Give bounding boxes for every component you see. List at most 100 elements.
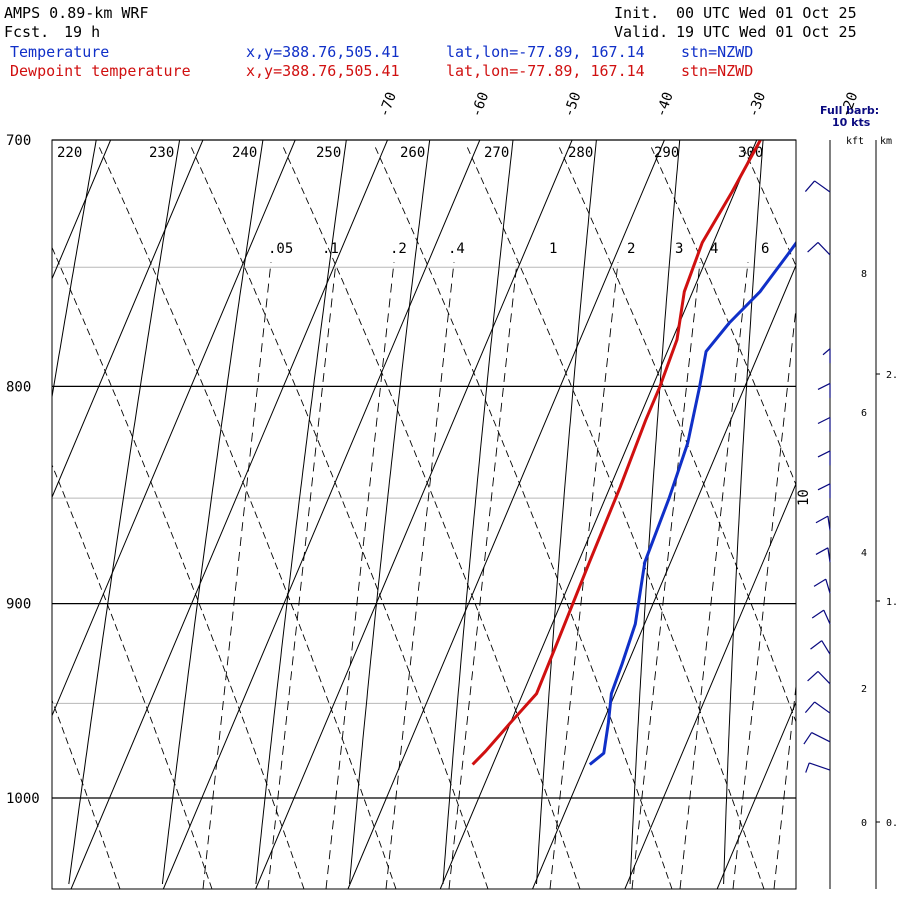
dry-adiabat-line [68,140,181,885]
isotherm-line [716,701,796,889]
wind-barb [804,180,831,193]
mixing-ratio-label: .2 [390,241,407,257]
wind-barb [813,578,831,594]
wind-barbs [803,180,831,773]
mixing-ratio-label: .4 [448,241,465,257]
kft-tick-0: 0 [861,818,867,829]
barb-key-line1: Full barb: [820,104,879,117]
wind-barb [815,547,831,563]
height-axis-kft-label: kft [846,136,864,147]
height-axis-km-label: km [880,136,892,147]
moist-adiabat-line [557,144,796,724]
isotherm-line [52,140,296,717]
mixing-ratio-line [385,261,455,889]
moist-adiabat-line [649,144,796,486]
isotherm-line [0,140,18,889]
legend-temperature-xy: x,y=388.76,505.41 [246,43,400,61]
dry-adiabat-label: 240 [232,145,257,161]
dry-adiabat-labels: 220 230 240 250 260 270 280 290 300 [57,145,763,161]
mixing-ratio-line [631,261,701,889]
moist-adiabat-line [52,463,213,889]
valid-time: 19 UTC Wed 01 Oct 25 [676,23,857,41]
dry-adiabat-line [442,140,514,885]
moist-adiabat-line [52,699,121,889]
mixing-ratio-label: 3 [675,241,683,257]
wind-barb [815,515,831,531]
pressure-label: 700 [6,133,31,149]
profile-series [471,140,796,766]
moist-adiabat-line [189,144,489,889]
model-title: AMPS 0.89-km WRF [4,4,149,22]
wind-barb [822,348,831,364]
isotherm-line [52,140,112,280]
isotherm-label: -60 [469,90,493,119]
legend-dewpoint-latlon: lat,lon=-77.89, 167.14 [446,62,645,80]
isotherm-line [70,140,388,889]
moist-adiabat-line [0,145,28,889]
mixing-ratio-line [679,261,749,889]
legend-temperature-latlon: lat,lon=-77.89, 167.14 [446,43,645,61]
moist-adiabat-line [52,246,305,889]
dry-adiabat-label: 280 [568,145,593,161]
km-tick-2: 2. [886,370,898,381]
init-label: Init. [614,4,659,22]
dry-adiabat-label: 230 [149,145,174,161]
legend-dewpoint-name: Dewpoint temperature [10,62,191,80]
moist-adiabat-line [281,144,581,889]
wind-barb [807,242,831,256]
pressure-label: 1000 [6,791,40,807]
dry-adiabat-line [161,140,264,885]
isotherm-line [532,264,796,889]
mixing-ratio-label: .05 [268,241,293,257]
isotherm-line [347,140,665,889]
background-lines [0,140,900,889]
mixing-ratio-line [773,681,796,889]
legend-temperature-name: Temperature [10,43,109,61]
km-tick-1: 1. [886,597,898,608]
dry-adiabat-line [349,140,431,885]
legend-dewpoint-station: stn=NZWD [681,62,753,80]
mixing-ratio-line [448,261,518,889]
mixing-ratio-line [325,261,395,889]
theta-e-label: 10 [796,489,812,506]
wind-barb [810,640,831,655]
isotherm-line [439,140,758,889]
wind-barb [811,609,831,625]
wind-barb [807,670,831,685]
wind-barb [817,450,831,466]
isotherm-line [255,140,573,889]
kft-tick-6: 6 [861,408,867,419]
mixing-ratio-label: 1 [549,241,557,257]
isotherm-label: -30 [745,90,769,119]
kft-tick-4: 4 [861,548,867,559]
mixing-ratio-label: 2 [627,241,635,257]
wind-barb [805,762,831,773]
dry-adiabat-label: 260 [400,145,425,161]
isotherm-label: -50 [561,90,585,119]
dry-adiabat-line [536,140,597,885]
legend-temperature-station: stn=NZWD [681,43,753,61]
wind-barb [803,732,831,745]
wind-barb [804,701,831,714]
forecast-hour-label: Fcst. [4,23,49,41]
series-line [471,140,762,766]
isotherm-label: -40 [653,90,677,119]
plot-frame [51,139,797,890]
km-tick-0: 0. [886,818,898,829]
dry-adiabat-line [723,140,764,885]
forecast-hour-value: 19 h [64,23,100,41]
legend: Temperature x,y=388.76,505.41 lat,lon=-7… [10,43,753,80]
moist-adiabat-line [834,145,900,889]
kft-tick-2: 2 [861,684,867,695]
init-time: 00 UTC Wed 01 Oct 25 [676,4,857,22]
moist-adiabat-line [373,144,673,889]
mixing-ratio-label: .1 [322,241,339,257]
mixing-ratio-line [267,261,337,889]
dry-adiabat-line [0,140,13,884]
dry-adiabat-label: 220 [57,145,82,161]
pressure-label: 900 [6,597,31,613]
kft-tick-8: 8 [861,269,867,280]
pressure-axis-labels: 700 800 900 1000 [6,133,40,807]
wind-barb [817,382,831,398]
